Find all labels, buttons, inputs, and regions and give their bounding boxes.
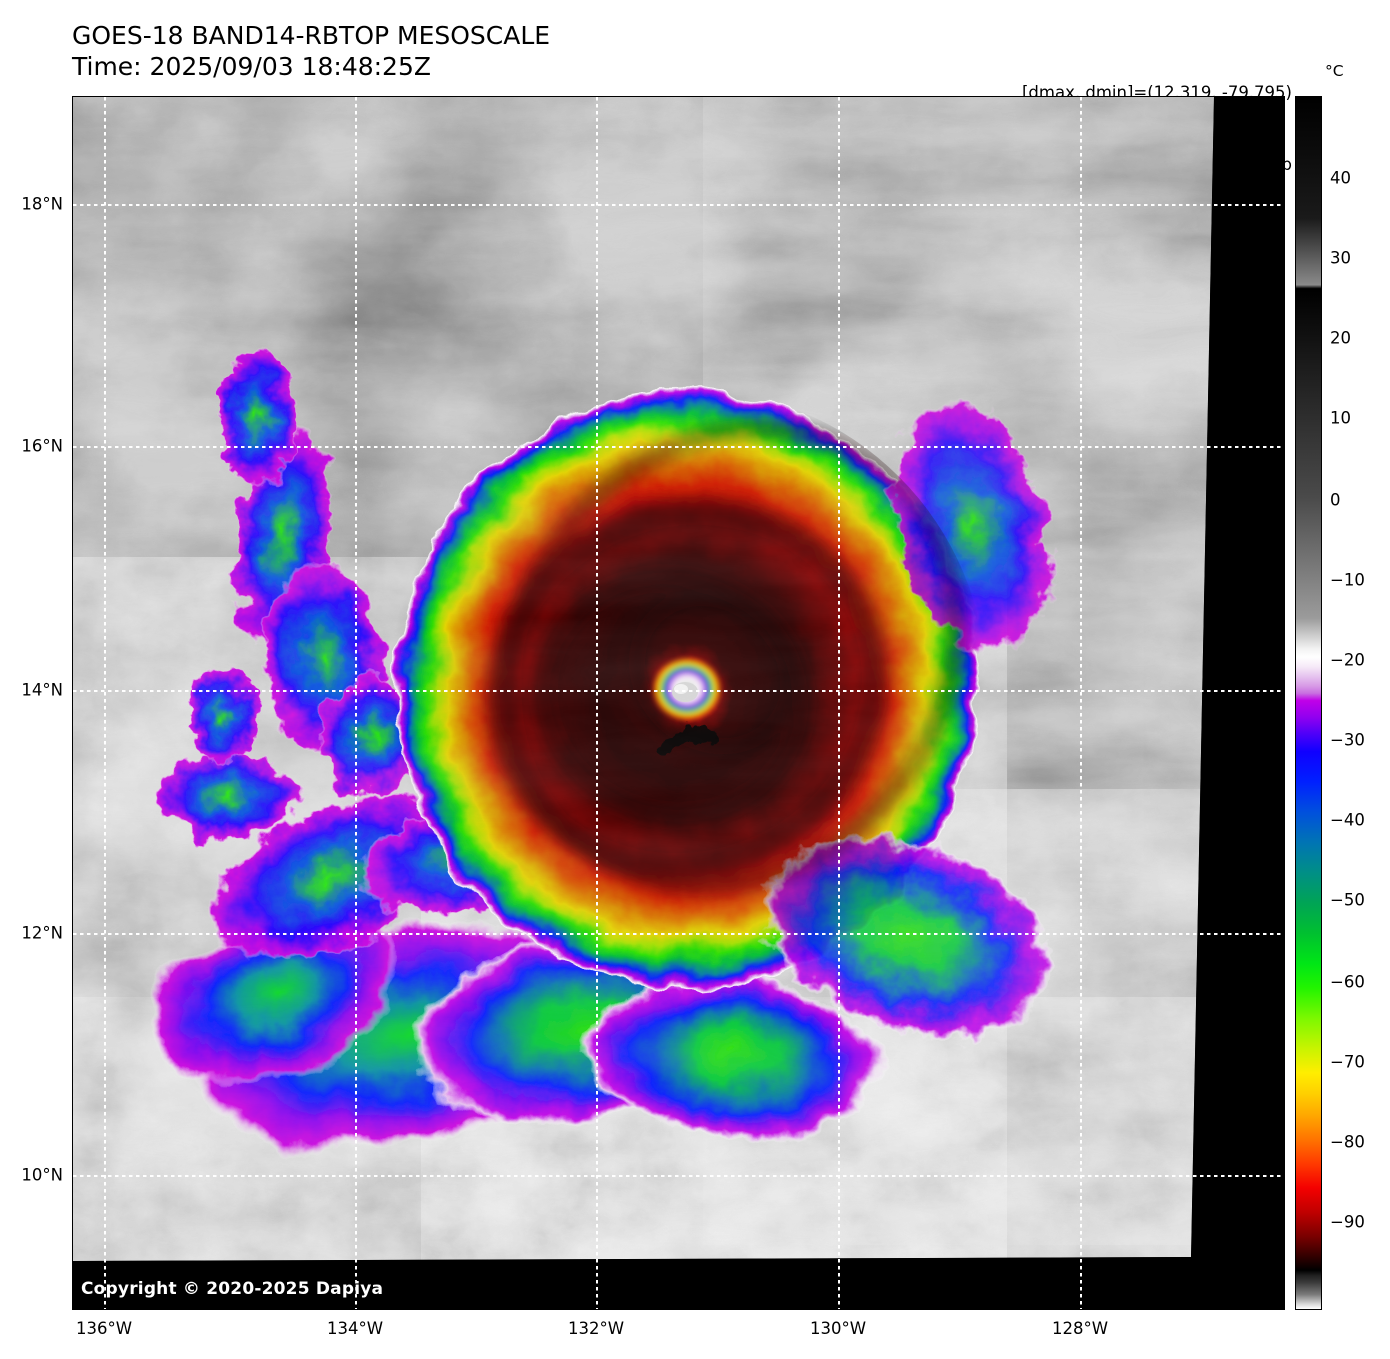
colorbar-tick-label: −30 (1330, 730, 1365, 750)
colorbar-tick-label: −20 (1330, 650, 1365, 670)
colorbar-tick-label: −50 (1330, 890, 1365, 910)
colorbar-tick-label: −80 (1330, 1132, 1365, 1152)
colorbar-tick-label: 0 (1330, 490, 1341, 510)
x-axis-tick-label: 128°W (1051, 1319, 1109, 1338)
x-axis-tick-label: 134°W (326, 1319, 384, 1338)
y-axis-tick-label: 16°N (21, 436, 63, 456)
temperature-colorbar[interactable] (1295, 96, 1322, 1310)
x-axis-tick-label: 130°W (809, 1319, 867, 1338)
copyright-label: Copyright © 2020-2025 Dapiya (81, 1279, 384, 1299)
colorbar-tick-label: −10 (1330, 570, 1365, 590)
satellite-map-panel[interactable]: Copyright © 2020-2025 Dapiya (72, 96, 1285, 1310)
y-axis-tick-label: 18°N (21, 194, 63, 214)
colorbar-tick-label: −90 (1330, 1212, 1365, 1232)
timestamp-label: Time: 2025/09/03 18:48:25Z (72, 52, 431, 81)
page-title: GOES-18 BAND14-RBTOP MESOSCALE (72, 21, 551, 50)
colorbar-tick-label: 20 (1330, 328, 1351, 348)
colorbar-gradient (1296, 97, 1321, 1309)
colorbar-tick-label: 40 (1330, 168, 1351, 188)
colorbar-tick-label: 30 (1330, 248, 1351, 268)
y-axis-tick-label: 10°N (21, 1165, 63, 1185)
colorbar-tick-label: −70 (1330, 1052, 1365, 1072)
x-axis-tick-label: 132°W (567, 1319, 625, 1338)
x-axis-tick-label: 136°W (75, 1319, 133, 1338)
colorbar-tick-label: −60 (1330, 972, 1365, 992)
y-axis-tick-label: 12°N (21, 923, 63, 943)
colorbar-tick-label: −40 (1330, 810, 1365, 830)
y-axis-tick-label: 14°N (21, 680, 63, 700)
colorbar-unit-label: °C (1325, 62, 1344, 80)
colorbar-tick-label: 10 (1330, 408, 1351, 428)
satellite-imagery (73, 97, 1284, 1309)
